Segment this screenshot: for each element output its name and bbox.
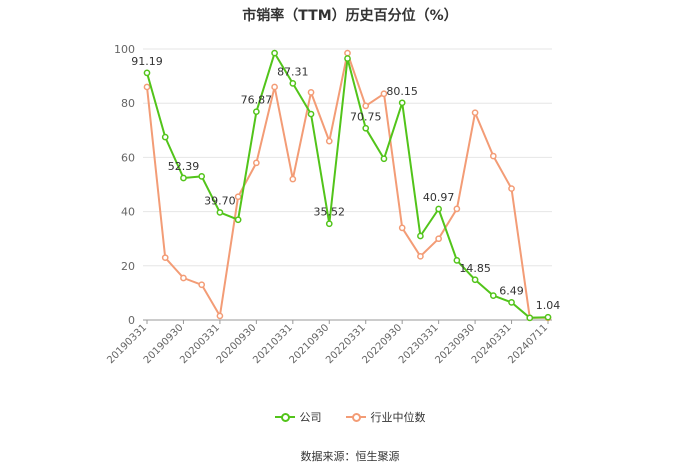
data-point-industry-median — [380, 90, 388, 98]
data-label: 76.87 — [241, 94, 273, 107]
data-point-company — [453, 257, 461, 264]
data-source: 数据来源：恒生聚源 — [300, 450, 400, 463]
legend-item-industry-median[interactable]: 行业中位数 — [345, 409, 426, 425]
x-tick-label: 20240711 — [506, 322, 550, 366]
y-tick-label: 0 — [128, 314, 135, 327]
data-label: 87.31 — [277, 65, 309, 78]
data-point-company — [526, 314, 534, 322]
y-tick-label: 40 — [121, 206, 135, 219]
data-point-company — [544, 313, 552, 321]
data-point-industry-median — [234, 193, 242, 201]
legend-industry-median-label: 行业中位数 — [370, 411, 426, 424]
data-point-company — [435, 205, 442, 213]
data-point-company — [271, 49, 278, 57]
data-point-company — [198, 173, 206, 180]
legend-company-marker — [274, 412, 295, 422]
data-label: 1.04 — [536, 299, 561, 312]
data-point-company — [344, 55, 351, 62]
data-point-industry-median — [398, 224, 406, 232]
data-label: 39.70 — [204, 194, 236, 207]
data-point-industry-median — [344, 49, 351, 57]
y-tick-label: 60 — [121, 151, 135, 164]
data-point-industry-median — [198, 281, 206, 289]
data-label: 91.19 — [131, 55, 163, 68]
data-point-company — [489, 292, 497, 299]
data-point-industry-median — [216, 312, 224, 320]
data-label: 35.52 — [314, 206, 346, 219]
data-point-industry-median — [489, 152, 497, 160]
data-label: 52.39 — [168, 160, 200, 173]
legend-company-label: 公司 — [299, 411, 322, 424]
y-tick-label: 100 — [114, 43, 135, 56]
data-point-company — [362, 124, 370, 132]
data-point-industry-median — [143, 83, 151, 91]
data-point-industry-median — [307, 89, 315, 96]
data-label: 40.97 — [423, 191, 455, 204]
data-point-industry-median — [180, 274, 187, 282]
data-point-company — [253, 108, 260, 116]
legend-item-company[interactable]: 公司 — [274, 409, 322, 425]
data-point-company — [380, 155, 388, 163]
data-point-company — [508, 299, 515, 306]
legend-industry-median-marker — [345, 412, 366, 422]
data-point-company — [417, 232, 424, 240]
data-point-company — [325, 220, 333, 228]
data-point-industry-median — [508, 185, 515, 192]
data-point-industry-median — [253, 159, 260, 167]
data-point-company — [180, 174, 187, 182]
chart-legend: 公司 行业中位数 — [0, 409, 700, 425]
data-point-company — [398, 99, 406, 107]
data-point-company — [289, 80, 297, 87]
data-point-company — [143, 69, 151, 77]
data-point-company — [216, 209, 224, 216]
data-point-company — [471, 276, 479, 284]
data-point-industry-median — [271, 83, 278, 91]
data-point-company — [307, 110, 315, 118]
data-point-industry-median — [161, 254, 169, 262]
data-point-industry-median — [417, 252, 424, 260]
data-point-industry-median — [453, 205, 461, 213]
data-label: 14.85 — [459, 262, 491, 275]
data-point-industry-median — [325, 137, 333, 145]
series-line-company — [146, 52, 549, 319]
data-point-industry-median — [289, 175, 297, 183]
data-point-industry-median — [471, 109, 479, 117]
y-tick-label: 80 — [121, 97, 135, 110]
data-label: 80.15 — [386, 85, 418, 98]
data-point-industry-median — [362, 102, 370, 110]
chart-title: 市销率（TTM）历史百分位（%） — [242, 8, 458, 24]
y-tick-label: 20 — [121, 260, 135, 273]
data-point-company — [161, 133, 169, 141]
data-point-company — [234, 216, 242, 224]
data-point-industry-median — [435, 235, 442, 243]
data-label: 70.75 — [350, 110, 382, 123]
data-label: 6.49 — [499, 284, 524, 297]
